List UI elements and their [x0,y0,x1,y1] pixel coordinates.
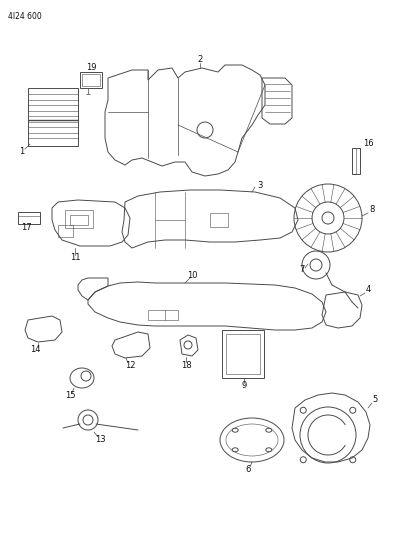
Bar [82,74,100,86]
Text: 6: 6 [245,465,251,474]
Bar [58,225,73,237]
Text: 13: 13 [95,435,105,445]
Text: 3: 3 [257,181,263,190]
Bar [65,210,93,228]
Bar [226,334,260,374]
Bar [18,212,40,224]
Bar [70,215,88,225]
Text: 2: 2 [197,55,203,64]
Bar [28,88,78,146]
Bar [222,330,264,378]
Text: 9: 9 [242,382,246,391]
Text: 5: 5 [373,395,378,405]
Text: 17: 17 [21,223,31,232]
Text: 18: 18 [181,360,191,369]
Text: 12: 12 [125,361,135,370]
Text: 14: 14 [30,345,40,354]
Text: 1: 1 [19,148,24,157]
Text: 10: 10 [187,271,197,279]
Bar [210,213,228,227]
Text: 8: 8 [369,206,375,214]
Text: 15: 15 [65,391,75,400]
Bar [352,148,360,174]
Bar [148,310,178,320]
Text: 16: 16 [363,140,373,149]
Text: 4l24 600: 4l24 600 [8,12,42,21]
Text: 19: 19 [86,63,96,72]
Text: 11: 11 [70,254,80,262]
Bar [80,72,102,88]
Text: 7: 7 [299,265,305,274]
Text: 4: 4 [366,286,370,295]
